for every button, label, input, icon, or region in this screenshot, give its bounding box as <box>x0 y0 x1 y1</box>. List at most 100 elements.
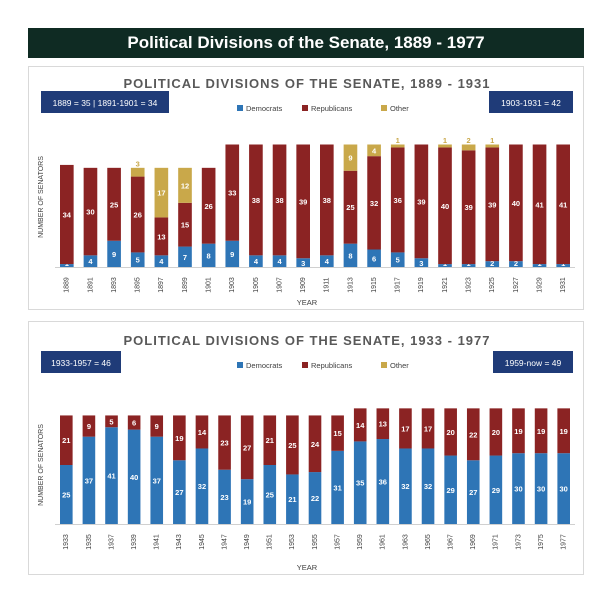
data-label-republicans-1901: 26 <box>204 202 212 211</box>
bar-republicans-1935 <box>82 415 96 437</box>
data-label-republicans-1909: 39 <box>299 197 307 206</box>
data-label-democrats-1917: 5 <box>396 256 400 265</box>
data-label-democrats-1953: 21 <box>288 495 296 504</box>
data-label-republicans-1973: 19 <box>514 427 522 436</box>
x-tick-label-1953: 1953 <box>289 534 296 550</box>
bar-republicans-1977 <box>557 408 570 454</box>
data-label-democrats-1901: 8 <box>207 251 211 260</box>
data-label-democrats-1943: 27 <box>175 488 183 497</box>
data-label-other-1913: 9 <box>348 154 352 163</box>
data-label-republicans-1947: 23 <box>220 439 228 448</box>
data-label-democrats-1925: 2 <box>490 259 494 268</box>
bar-democrats-1907 <box>272 255 287 267</box>
data-label-democrats-1893: 9 <box>112 250 116 259</box>
bar-democrats-1971 <box>489 455 503 524</box>
x-tick-label-1937: 1937 <box>108 534 115 550</box>
bar-democrats-1945 <box>195 448 209 524</box>
data-label-republicans-1895: 26 <box>134 211 142 220</box>
bar-republicans-1963 <box>399 408 412 449</box>
x-tick-label-1899: 1899 <box>182 277 189 293</box>
data-label-democrats-1927: 2 <box>514 259 518 268</box>
bar-democrats-1925 <box>485 261 500 267</box>
bar-republicans-1947 <box>218 415 231 470</box>
chart-svg: POLITICAL DIVISIONS OF THE SENATE, 1889 … <box>38 76 575 307</box>
data-label-republicans-1917: 36 <box>394 196 402 205</box>
bar-democrats-1951 <box>263 465 277 524</box>
x-tick-label-1921: 1921 <box>442 277 449 293</box>
data-label-republicans-1959: 14 <box>356 421 365 430</box>
bar-republicans-1965 <box>421 408 435 449</box>
x-tick-label-1977: 1977 <box>561 534 568 550</box>
bar-republicans-1931 <box>556 144 570 265</box>
bar-republicans-1961 <box>376 408 390 440</box>
bar-republicans-1905 <box>249 144 263 256</box>
data-label-democrats-1891: 4 <box>88 257 93 266</box>
x-tick-label-1945: 1945 <box>199 534 206 550</box>
data-label-democrats-1935: 37 <box>85 476 93 485</box>
data-label-democrats-1977: 30 <box>560 485 568 494</box>
bar-democrats-1899 <box>178 246 192 267</box>
bar-republicans-1943 <box>173 415 186 461</box>
bar-democrats-1977 <box>557 453 570 524</box>
x-tick-label-1951: 1951 <box>267 534 274 550</box>
x-tick-label-1969: 1969 <box>470 534 477 550</box>
stat-badge: 1903-1931 = 42 <box>489 91 573 113</box>
x-tick-label-1935: 1935 <box>86 534 93 550</box>
bar-republicans-1919 <box>414 144 429 259</box>
data-label-democrats-1911: 4 <box>325 257 330 266</box>
data-label-republicans-1929: 41 <box>535 200 543 209</box>
data-label-democrats-1951: 25 <box>266 491 274 500</box>
bar-democrats-1955 <box>308 472 322 524</box>
svg-text:Other: Other <box>390 361 409 370</box>
bar-democrats-1923 <box>461 264 476 267</box>
y-axis-label: NUMBER OF SENATORS <box>38 424 45 506</box>
data-label-democrats-1915: 6 <box>372 254 376 263</box>
bar-republicans-1927 <box>509 144 523 262</box>
x-tick-label-1973: 1973 <box>515 534 522 550</box>
data-label-republicans-1893: 25 <box>110 200 118 209</box>
data-label-republicans-1921: 40 <box>441 202 449 211</box>
bar-other-1913 <box>343 144 358 171</box>
data-label-democrats-1895: 5 <box>136 256 140 265</box>
x-tick-label-1893: 1893 <box>111 277 118 293</box>
bar-democrats-1957 <box>331 450 344 524</box>
x-tick-label-1943: 1943 <box>176 534 183 550</box>
data-label-republicans-1969: 22 <box>469 430 477 439</box>
bar-democrats-1917 <box>390 252 405 267</box>
bar-democrats-1919 <box>414 258 429 267</box>
bar-other-1921 <box>438 144 452 148</box>
data-label-democrats-1967: 29 <box>446 486 454 495</box>
data-label-republicans-1977: 19 <box>560 427 568 436</box>
bar-republicans-1917 <box>390 147 405 253</box>
y-axis-label: NUMBER OF SENATORS <box>38 156 45 238</box>
data-label-republicans-1961: 13 <box>379 420 387 429</box>
data-label-republicans-1951: 21 <box>266 436 274 445</box>
data-label-republicans-1933: 21 <box>62 436 70 445</box>
bar-democrats-1895 <box>130 252 145 267</box>
data-label-other-1895: 3 <box>136 159 140 168</box>
bar-other-1917 <box>390 144 405 148</box>
bar-democrats-1911 <box>320 255 334 267</box>
bar-republicans-1897 <box>154 217 169 256</box>
svg-text:Democrats: Democrats <box>246 104 283 113</box>
data-label-republicans-1931: 41 <box>559 200 567 209</box>
x-tick-label-1965: 1965 <box>425 534 432 550</box>
chart-title: POLITICAL DIVISIONS OF THE SENATE, 1889 … <box>124 76 491 91</box>
data-label-republicans-1937: 5 <box>109 417 113 426</box>
data-label-republicans-1975: 19 <box>537 427 545 436</box>
data-label-democrats-1945: 32 <box>198 482 206 491</box>
bar-republicans-1903 <box>225 144 240 241</box>
bar-republicans-1895 <box>130 176 145 253</box>
bar-republicans-1973 <box>512 408 525 454</box>
x-tick-label-1915: 1915 <box>371 277 378 293</box>
x-tick-label-1913: 1913 <box>347 277 354 293</box>
bar-democrats-1943 <box>173 460 186 524</box>
bar-democrats-1903 <box>225 240 240 267</box>
bar-republicans-1913 <box>343 170 358 244</box>
bar-republicans-1901 <box>201 167 216 244</box>
legend-item-republicans: Republicans <box>302 104 353 113</box>
data-label-democrats-1959: 35 <box>356 479 364 488</box>
data-label-republicans-1889: 34 <box>63 211 72 220</box>
x-tick-label-1891: 1891 <box>87 277 94 293</box>
data-label-democrats-1941: 37 <box>153 476 161 485</box>
